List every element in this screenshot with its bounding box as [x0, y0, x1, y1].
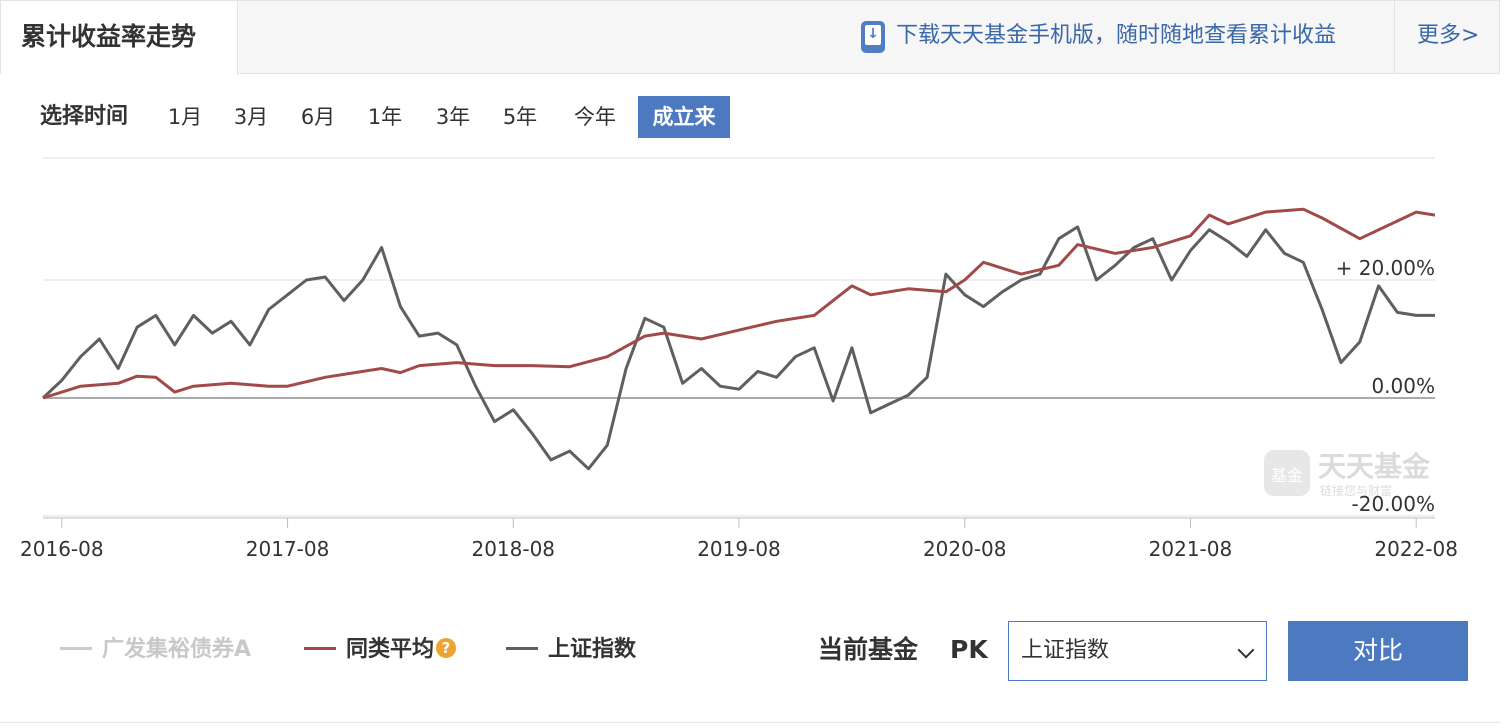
- x-tick-label: 2021-08: [1149, 537, 1233, 561]
- watermark: 基金 天天基金 链接您与财富: [1264, 450, 1431, 498]
- y-tick-label: -20.00%: [1352, 492, 1435, 516]
- time-option-since-inception[interactable]: 成立来: [638, 96, 730, 138]
- legend-item-sse-index[interactable]: 上证指数: [506, 632, 636, 668]
- y-tick-label: 0.00%: [1371, 374, 1435, 398]
- x-tick-label: 2016-08: [20, 537, 104, 561]
- watermark-subtext: 链接您与财富: [1320, 483, 1392, 498]
- phone-download-icon[interactable]: ↓: [861, 21, 885, 53]
- time-option-1y[interactable]: 1年: [367, 105, 403, 129]
- legend-item-category-average[interactable]: 同类平均?: [304, 632, 457, 668]
- time-filter-label: 选择时间: [40, 104, 129, 129]
- chart-series: [41, 207, 1436, 471]
- benchmark-select-value: 上证指数: [1021, 638, 1110, 663]
- x-tick-label: 2017-08: [246, 537, 330, 561]
- time-option-1m[interactable]: 1月: [167, 105, 203, 129]
- x-tick-label: 2022-08: [1374, 537, 1458, 561]
- legend-swatch-fund: [60, 646, 92, 650]
- time-option-3m[interactable]: 3月: [233, 105, 269, 129]
- app-download-link[interactable]: 下载天天基金手机版，随时随地查看累计收益: [896, 23, 1337, 48]
- chart-labels: + 20.00% 0.00% -20.00% 2016-08 2017-08 2018-0…: [20, 256, 1458, 561]
- legend-item-fund[interactable]: 广发集裕债券A: [60, 632, 251, 668]
- time-option-3y[interactable]: 3年: [435, 105, 471, 129]
- return-chart: 基金 天天基金 链接您与财富 + 20.00% 0.00% -20.00% 2016-…: [20, 157, 1458, 561]
- x-tick-label: 2020-08: [923, 537, 1007, 561]
- legend-label-fund: 广发集裕债券A: [102, 637, 252, 662]
- legend-swatch-category-average: [304, 646, 336, 650]
- series-line-上证指数: [41, 225, 1435, 471]
- question-icon[interactable]: ?: [436, 638, 457, 658]
- time-option-ytd[interactable]: 今年: [574, 105, 616, 129]
- y-tick-label: + 20.00%: [1336, 256, 1435, 280]
- watermark-text: 天天基金: [1318, 450, 1431, 483]
- chart-grid: [43, 157, 1435, 519]
- divider: [0, 722, 1500, 723]
- time-option-5y[interactable]: 5年: [502, 105, 538, 129]
- more-link[interactable]: 更多>: [1417, 23, 1480, 48]
- legend-label-sse-index: 上证指数: [548, 637, 637, 662]
- watermark-badge: 基金: [1271, 466, 1303, 485]
- chevron-down-icon: [1237, 641, 1255, 659]
- divider: [1394, 1, 1395, 73]
- legend-swatch-sse-index: [506, 646, 538, 650]
- series-line-同类平均: [42, 207, 1436, 400]
- x-tick-label: 2018-08: [471, 537, 555, 561]
- current-fund-label: 当前基金: [818, 635, 919, 664]
- legend-label-category-average: 同类平均: [346, 637, 435, 662]
- pk-label: PK: [950, 635, 988, 664]
- panel-header: 累计收益率走势 ↓ 下载天天基金手机版，随时随地查看累计收益 更多>: [0, 0, 1500, 75]
- panel-title: 累计收益率走势: [1, 1, 238, 75]
- watermark-logo-icon: [1264, 450, 1310, 496]
- time-option-6m[interactable]: 6月: [300, 105, 336, 129]
- benchmark-select[interactable]: 上证指数: [1008, 621, 1267, 681]
- compare-button[interactable]: 对比: [1288, 621, 1468, 681]
- x-tick-label: 2019-08: [697, 537, 781, 561]
